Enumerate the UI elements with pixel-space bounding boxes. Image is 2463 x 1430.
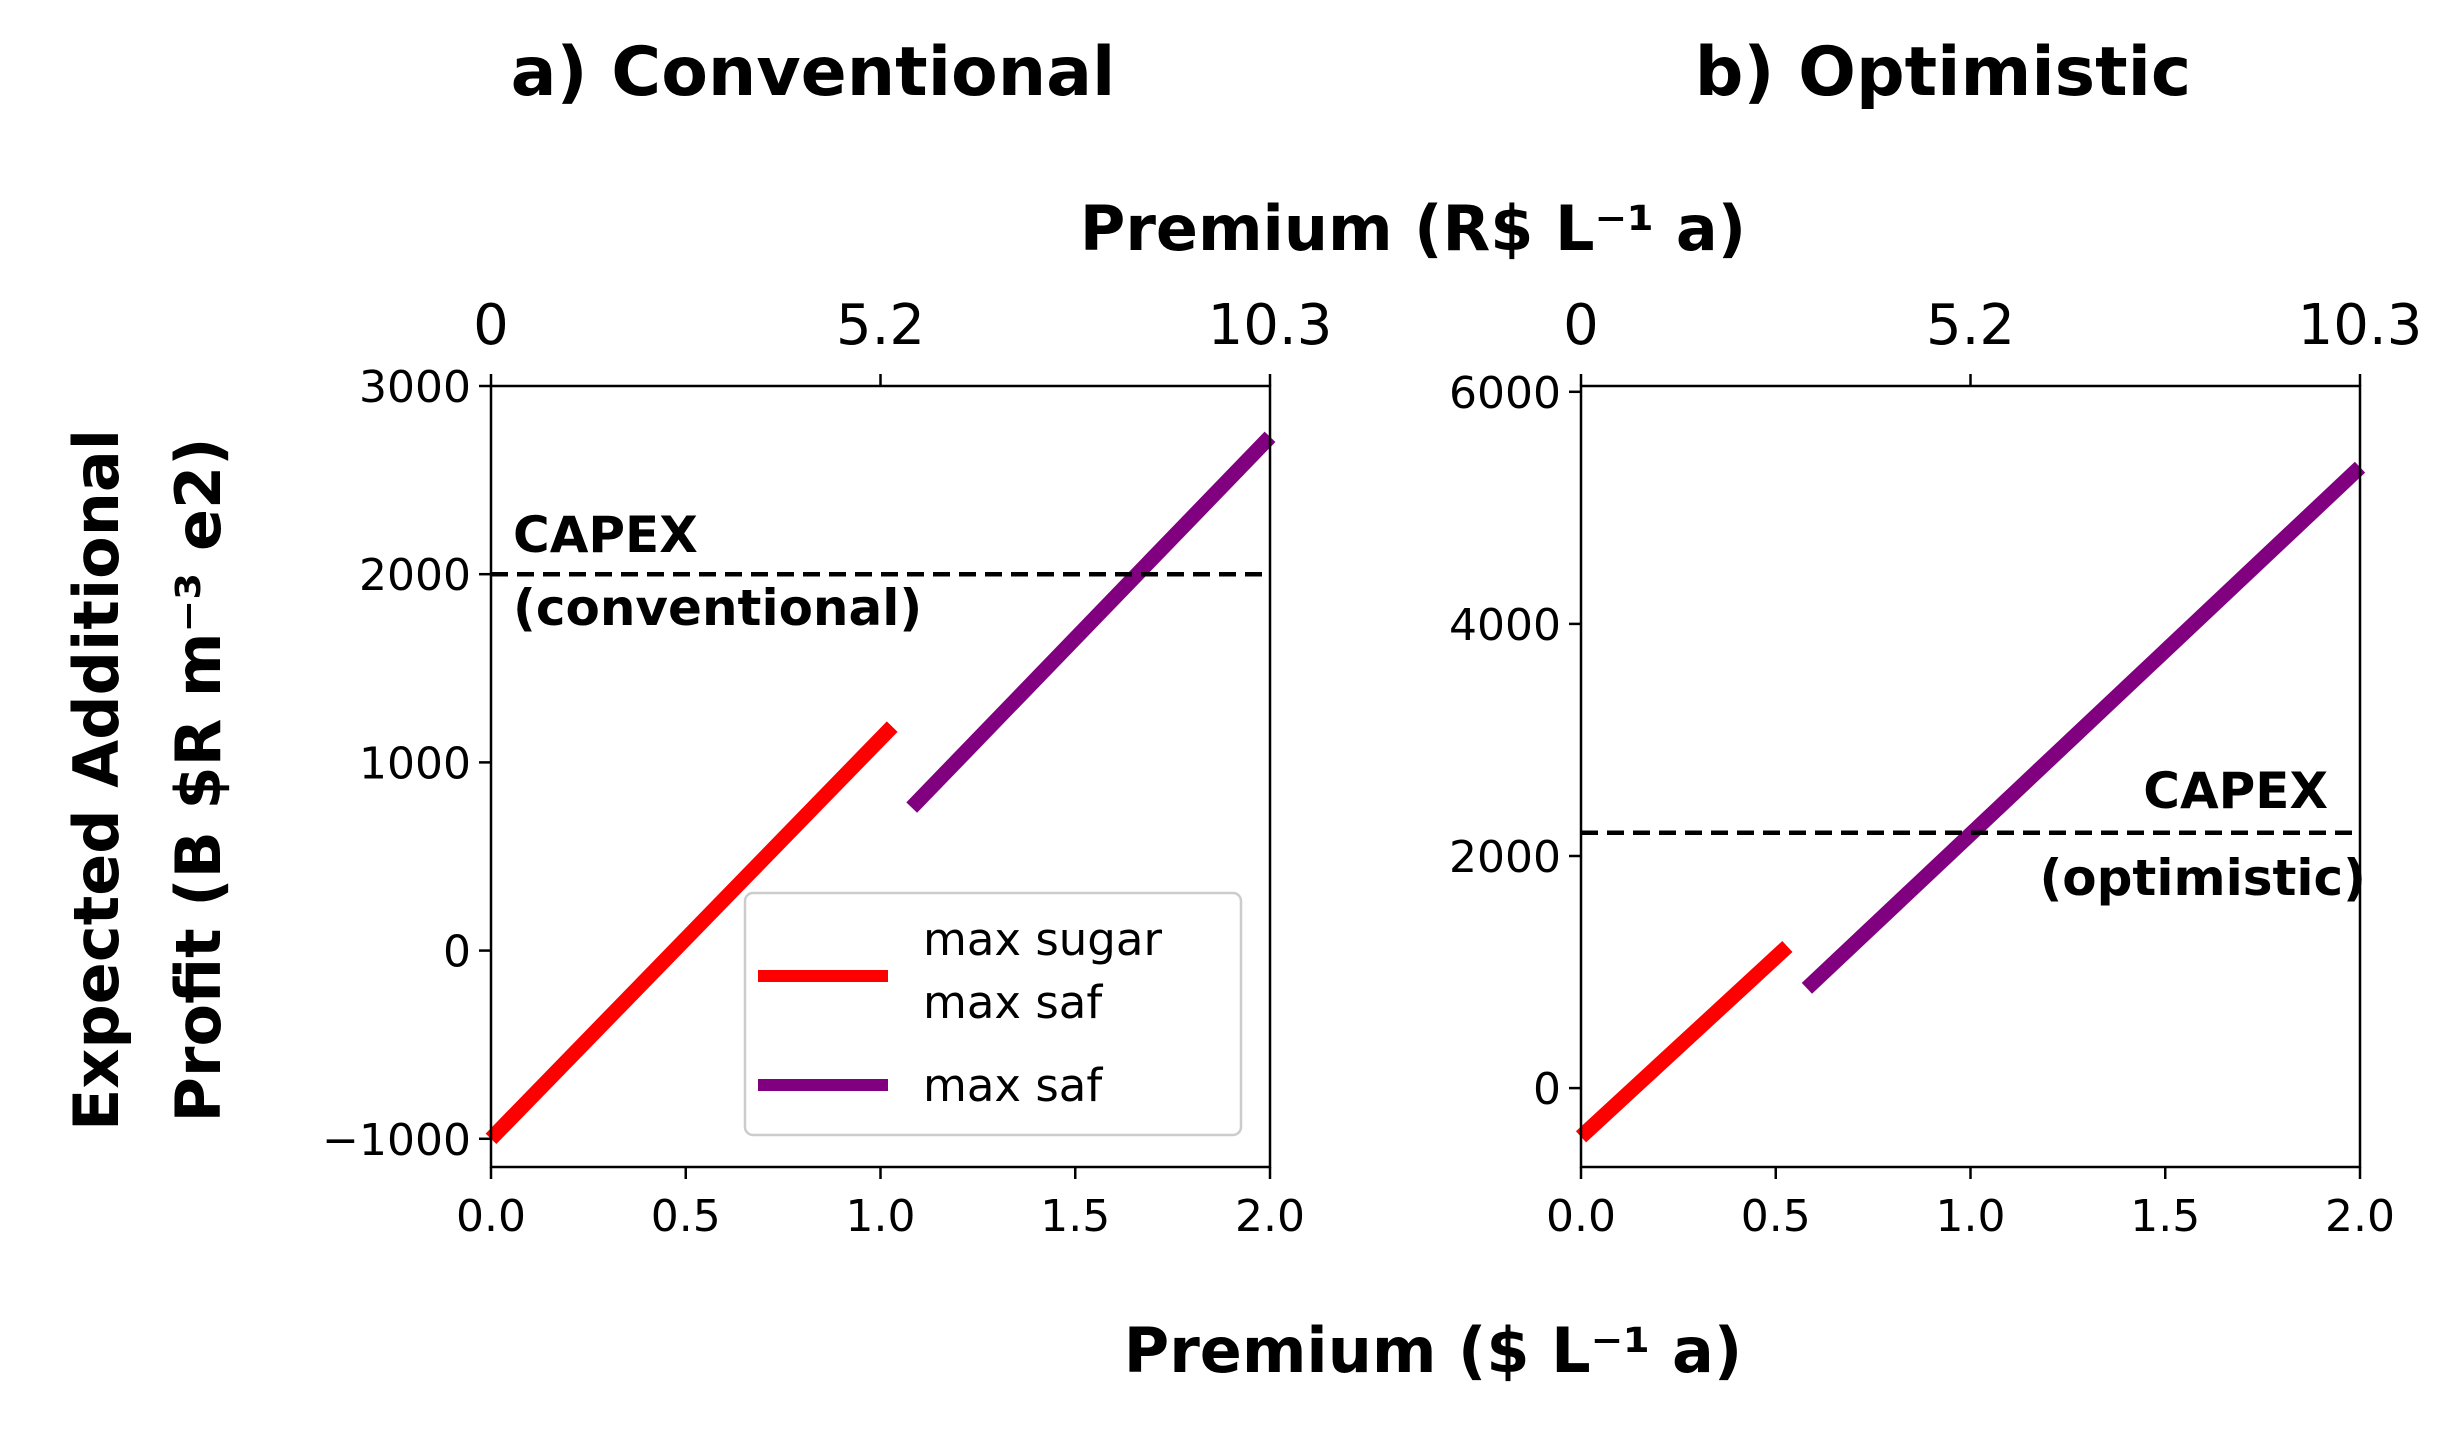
x-tick-label-a: 0.0 [456,1191,526,1242]
y-axis-label-line2: Profit (B $R m⁻³ e2) [162,437,235,1122]
x-tick-label-a: 0.5 [651,1191,721,1242]
panel-b-capex-label-line2: (optimistic) [2039,849,2366,907]
top-tick-label-b: 5.2 [1926,293,2015,358]
x-tick-label-a: 1.5 [1040,1191,1110,1242]
legend-label-max-saf-line2: max saf [923,976,1103,1029]
series-line-b-max-sugar-max-saf [1575,940,1793,1143]
top-x-axis-label: Premium (R$ L⁻¹ a) [1080,192,1746,265]
series-line-b-max-saf [1801,461,2366,994]
legend: max sugar max saf max saf [743,891,1243,1137]
panel-a-title: a) Conventional [511,33,1116,112]
x-tick-label-b: 2.0 [2325,1191,2395,1242]
legend-box [743,891,1243,1137]
panel-a-capex-label-line1: CAPEX [513,506,698,564]
top-tick-label-b: 0 [1563,293,1599,358]
legend-label-max-sugar: max sugar [923,913,1162,966]
y-tick-label-a: −1000 [322,1115,471,1166]
y-tick-label-b: 4000 [1449,600,1561,651]
x-tick-label-b: 0.5 [1741,1191,1811,1242]
panel-conventional: a) Conventional 0.0 0.5 1.0 1.5 2.0 −1000 0 100… [322,33,1332,1242]
y-tick-label-b: 0 [1533,1064,1561,1115]
panel-optimistic: b) Optimistic 0.0 0.5 1.0 1.5 2.0 0 2000 4000 60… [1449,33,2422,1242]
y-tick-label-b: 2000 [1449,832,1561,883]
y-tick-label-a: 3000 [359,362,471,413]
top-tick-label-a: 5.2 [836,293,925,358]
x-tick-label-b: 0.0 [1546,1191,1616,1242]
panel-b-title: b) Optimistic [1695,33,2192,112]
x-tick-label-a: 2.0 [1235,1191,1305,1242]
series-line-a-max-saf [906,431,1276,813]
panel-a-capex-label-line2: (conventional) [513,579,922,637]
y-tick-label-a: 0 [443,927,471,978]
y-tick-label-a: 2000 [359,550,471,601]
legend-label-max-saf: max saf [923,1059,1103,1112]
top-tick-label-a: 0 [473,293,509,358]
y-tick-label-a: 1000 [359,738,471,789]
x-tick-label-a: 1.0 [846,1191,916,1242]
y-tick-label-b: 6000 [1449,368,1561,419]
y-axis-label-line1: Expected Additional [60,429,133,1131]
x-tick-label-b: 1.0 [1936,1191,2006,1242]
top-tick-label-a: 10.3 [1208,293,1333,358]
x-tick-label-b: 1.5 [2130,1191,2200,1242]
series-line-a-max-sugar-max-saf [485,721,898,1145]
top-tick-label-b: 10.3 [2298,293,2423,358]
bottom-x-axis-label: Premium ($ L⁻¹ a) [1124,1314,1742,1387]
panel-b-capex-label-line1: CAPEX [2143,762,2328,820]
